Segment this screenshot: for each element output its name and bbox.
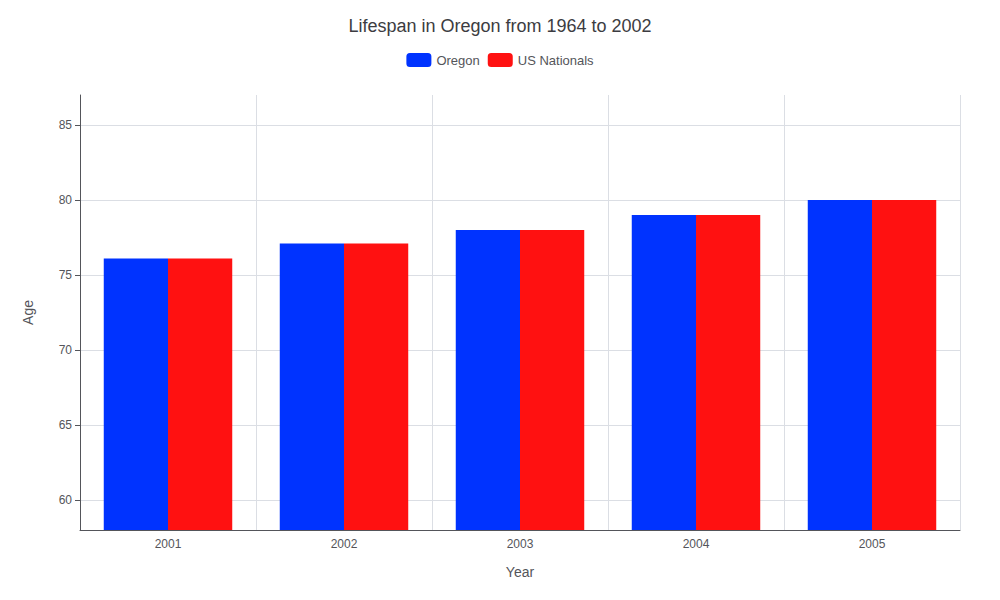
svg-text:75: 75	[59, 268, 73, 282]
svg-text:85: 85	[59, 118, 73, 132]
svg-text:Age: Age	[20, 300, 36, 325]
svg-text:80: 80	[59, 193, 73, 207]
svg-text:65: 65	[59, 418, 73, 432]
svg-text:2004: 2004	[683, 537, 710, 551]
svg-text:Lifespan in Oregon from 1964 t: Lifespan in Oregon from 1964 to 2002	[348, 16, 651, 36]
svg-text:60: 60	[59, 493, 73, 507]
svg-text:Year: Year	[506, 564, 535, 580]
svg-text:70: 70	[59, 343, 73, 357]
svg-text:2003: 2003	[507, 537, 534, 551]
svg-text:2002: 2002	[331, 537, 358, 551]
svg-text:2001: 2001	[155, 537, 182, 551]
svg-text:2005: 2005	[859, 537, 886, 551]
svg-text:US Nationals: US Nationals	[518, 53, 594, 68]
svg-text:Oregon: Oregon	[436, 53, 479, 68]
